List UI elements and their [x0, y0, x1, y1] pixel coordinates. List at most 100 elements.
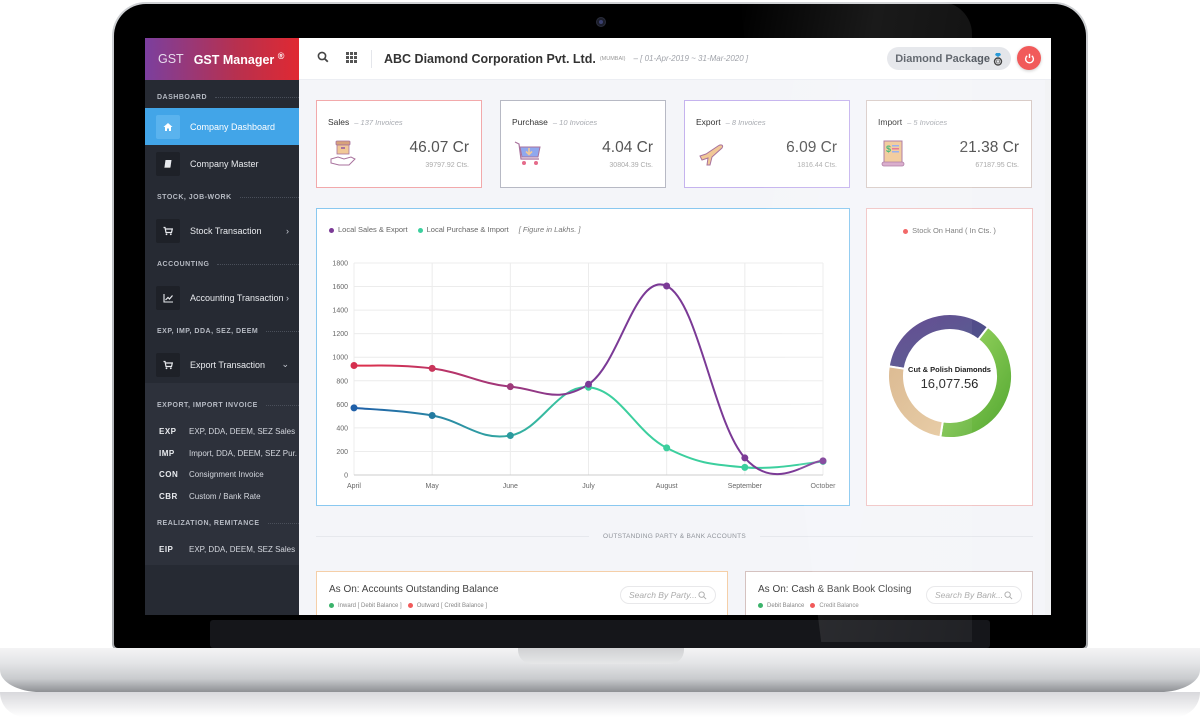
card-carats: 1816.44 Cts.: [797, 162, 837, 169]
brand-name: GST Manager ®: [193, 50, 285, 68]
card-title: Export – 8 Invoices: [696, 117, 766, 127]
svg-text:400: 400: [336, 425, 348, 432]
submenu-label: Consignment Invoice: [189, 470, 264, 480]
donut-legend[interactable]: Stock On Hand ( In Cts. ): [867, 226, 1032, 235]
chart-note: [ Figure in Lakhs. ]: [518, 225, 581, 234]
svg-text:0: 0: [344, 473, 348, 480]
home-icon: [156, 114, 180, 139]
card-value: 46.07 Cr: [409, 139, 469, 156]
import-card[interactable]: Import – 5 Invoices $ 21.38 Cr 67187.95 C…: [866, 100, 1032, 188]
brand[interactable]: GST GST Manager ®: [145, 38, 299, 80]
donut-chart: [887, 313, 1013, 439]
sidebar-item-stock-transaction[interactable]: Stock Transaction ›: [145, 212, 299, 249]
line-chart: 0 200 400 600 800 1000 1200 1400 1600 1800 April Ma…: [332, 261, 837, 491]
submenu-code: CBR: [159, 491, 178, 501]
section-stock: STOCK, JOB-WORK: [145, 182, 299, 212]
laptop-reflection: [0, 692, 1200, 717]
card-title: As On: Cash & Bank Book Closing: [758, 584, 912, 595]
donut-center-label: Cut & Polish Diamonds: [908, 365, 991, 374]
svg-text:200: 200: [336, 449, 348, 456]
legend-series-2[interactable]: Local Purchase & Import: [417, 225, 509, 234]
purchase-card[interactable]: Purchase – 10 Invoices 4.04 Cr 30804.39 C…: [500, 100, 666, 188]
card-title: Sales – 137 Invoices: [328, 117, 403, 127]
sales-purchase-chart: Local Sales & Export Local Purchase & Im…: [316, 208, 850, 506]
search-bank-input[interactable]: Search By Bank...: [926, 586, 1022, 604]
brand-prefix: GST: [158, 52, 184, 66]
svg-text:October: October: [811, 483, 837, 490]
svg-text:August: August: [656, 483, 678, 490]
export-card[interactable]: Export – 8 Invoices 6.09 Cr 1816.44 Cts.: [684, 100, 850, 188]
scrollbar[interactable]: [1045, 80, 1051, 615]
search-icon: [698, 590, 707, 599]
sidebar-item-label: Company Master: [190, 158, 259, 169]
card-carats: 30804.39 Cts.: [609, 162, 653, 169]
bezel-bottom: [210, 620, 990, 648]
svg-text:June: June: [503, 483, 518, 490]
power-icon: [1024, 53, 1034, 64]
card-carats: 67187.95 Cts.: [975, 162, 1019, 169]
diamond-ring-icon: [993, 52, 1003, 66]
company-city: (MUMBAI): [599, 55, 626, 62]
section-realization: REALIZATION, REMITANCE: [145, 507, 299, 539]
airplane-icon: [699, 144, 724, 166]
box-in-hand-icon: [330, 140, 356, 166]
svg-text:April: April: [347, 483, 361, 490]
svg-text:1800: 1800: [332, 261, 348, 268]
submenu-label: EXP, DDA, DEEM, SEZ Sales: [189, 427, 296, 437]
svg-text:1600: 1600: [332, 284, 348, 291]
card-title: Import – 5 Invoices: [878, 117, 948, 127]
search-icon[interactable]: [309, 51, 337, 66]
donut-segment[interactable]: [887, 365, 944, 439]
donut-center-value: 16,077.56: [920, 376, 979, 391]
card-title: As On: Accounts Outstanding Balance: [329, 584, 499, 595]
sidebar-item-export-transaction[interactable]: Export Transaction ⌄: [145, 346, 299, 383]
submenu-item-imp[interactable]: IMP Import, DDA, DEEM, SEZ Pur.: [145, 443, 299, 465]
section-heading: OUTSTANDING PARTY & BANK ACCOUNTS: [602, 533, 747, 540]
section-exp-imp: EXP, IMP, DDA, SEZ, DEEM: [145, 316, 299, 346]
submenu-item-con[interactable]: CON Consignment Invoice: [145, 464, 299, 486]
donut-segment[interactable]: [887, 313, 990, 370]
submenu-label: EXP, DDA, DEEM, SEZ Sales: [189, 545, 296, 555]
legend-series-1[interactable]: Local Sales & Export: [329, 225, 408, 234]
power-button[interactable]: [1017, 46, 1041, 70]
chevron-down-icon: ⌄: [281, 359, 289, 369]
stock-on-hand-chart: Stock On Hand ( In Cts. ) Cut & Polish D…: [866, 208, 1033, 506]
sidebar-item-accounting-transaction[interactable]: Accounting Transaction ›: [145, 279, 299, 316]
sidebar-item-label: Stock Transaction: [190, 225, 262, 236]
sales-card[interactable]: Sales – 137 Invoices 46.07 Cr 39797.92 Ct…: [316, 100, 482, 188]
svg-text:May: May: [426, 483, 440, 490]
laptop-notch: [518, 648, 684, 664]
financial-period: – [ 01-Apr-2019 ~ 31-Mar-2020 ]: [633, 54, 749, 63]
book-icon: [156, 151, 180, 176]
outstanding-separator: OUTSTANDING PARTY & BANK ACCOUNTS: [316, 533, 1033, 540]
package-label: Diamond Package: [895, 52, 990, 65]
chevron-right-icon: ›: [286, 292, 289, 303]
submenu-label: Custom / Bank Rate: [189, 491, 261, 501]
section-export-import-invoice: EXPORT, IMPORT INVOICE: [145, 383, 299, 421]
basket-icon: [514, 141, 541, 165]
submenu-item-cbr[interactable]: CBR Custom / Bank Rate: [145, 486, 299, 508]
submenu-item-eip[interactable]: EIP EXP, DDA, DEEM, SEZ Sales: [145, 539, 299, 561]
sidebar-item-label: Company Dashboard: [190, 121, 276, 132]
package-badge[interactable]: Diamond Package: [887, 47, 1011, 70]
section-dashboard: DASHBOARD: [145, 86, 299, 108]
search-party-input[interactable]: Search By Party...: [620, 586, 716, 604]
chevron-right-icon: ›: [286, 225, 289, 236]
card-value: 21.38 Cr: [959, 139, 1019, 156]
svg-text:1000: 1000: [332, 355, 348, 362]
sidebar-item-company-dashboard[interactable]: Company Dashboard: [145, 108, 299, 145]
card-legend: Inward [ Debit Balance ] Outward [ Credi…: [329, 603, 487, 609]
camera: [597, 18, 605, 26]
export-submenu: EXPORT, IMPORT INVOICE EXP EXP, DDA, DEE…: [145, 383, 299, 565]
sidebar-item-company-master[interactable]: Company Master: [145, 145, 299, 182]
svg-text:800: 800: [336, 378, 348, 385]
submenu-label: Import, DDA, DEEM, SEZ Pur.: [189, 448, 298, 458]
cart-icon: [156, 218, 180, 243]
line-chart-icon: [156, 285, 180, 310]
grid-icon[interactable]: [337, 51, 365, 66]
sidebar-item-label: Accounting Transaction: [190, 292, 284, 303]
card-legend: Debit Balance Credit Balance: [758, 603, 859, 609]
submenu-code: EIP: [159, 545, 174, 555]
submenu-item-exp[interactable]: EXP EXP, DDA, DEEM, SEZ Sales: [145, 421, 299, 443]
